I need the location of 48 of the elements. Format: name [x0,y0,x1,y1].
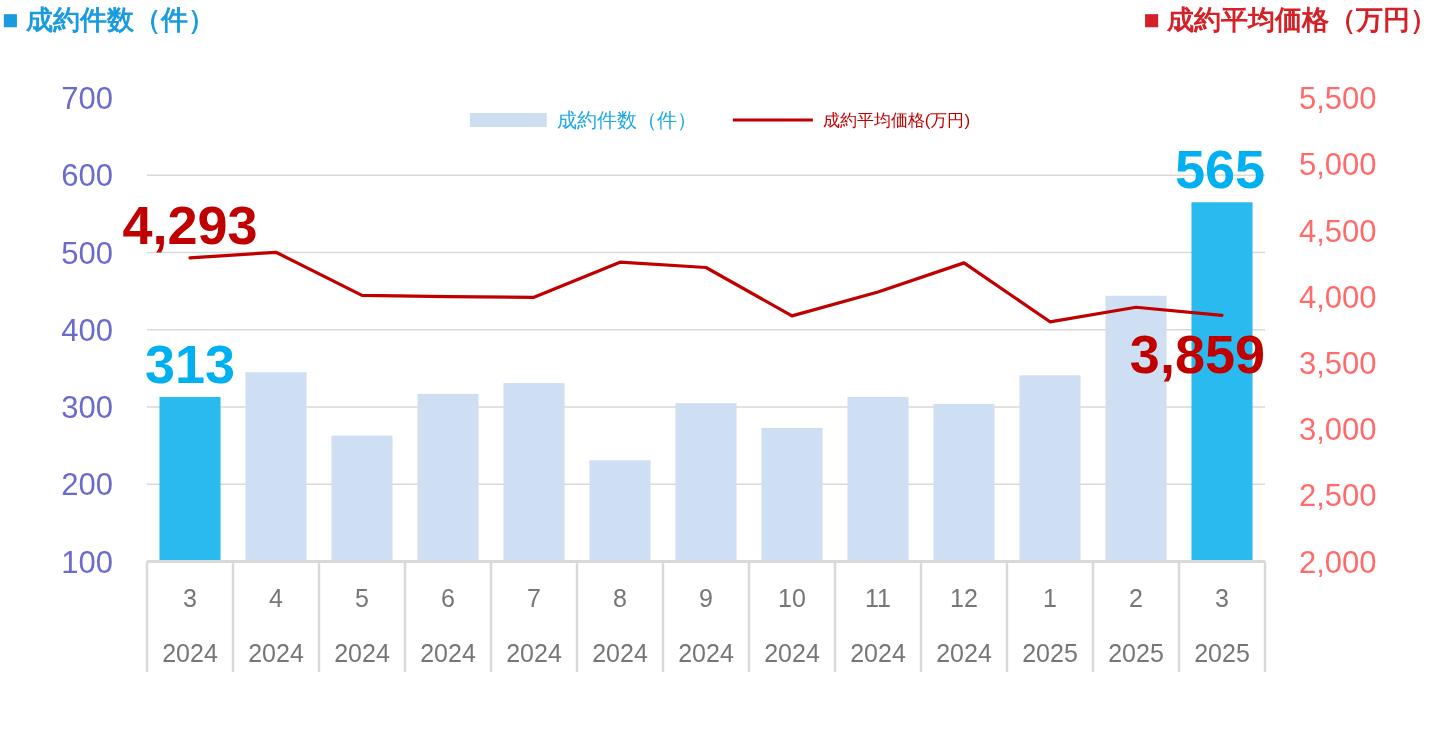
x-tick-label: 2025 [1022,638,1078,667]
y-axis-title: ■ 成約件数（件） [2,5,215,36]
y2-axis-title: ■ 成約平均価格（万円） [1143,5,1437,36]
x-tick-label: 3 [1215,583,1229,612]
y2-tick-label: 2,500 [1299,478,1377,514]
x-tick-label: 4 [269,583,283,612]
x-tick-label: 6 [441,583,455,612]
y-tick-label: 700 [61,81,113,117]
y2-tick-label: 5,500 [1299,81,1377,117]
x-tick-label: 3 [183,583,197,612]
x-tick-label: 11 [865,583,891,612]
x-tick-label: 12 [950,583,978,612]
y2-tick-label: 3,500 [1299,346,1377,381]
x-tick-label: 2024 [162,638,218,667]
y-tick-label: 300 [61,390,113,426]
x-tick-label: 8 [613,583,627,612]
x-tick-label: 2024 [764,638,820,667]
x-tick-label: 10 [778,583,806,612]
y2-tick-label: 4,000 [1299,279,1377,315]
x-tick-label: 5 [355,583,369,612]
x-tick-label: 2024 [420,638,476,667]
data-label: 4,293 [122,194,258,255]
x-tick-label: 2 [1129,583,1143,612]
x-tick-label: 2024 [506,638,562,667]
x-tick-label: 2024 [248,638,304,667]
data-label: 565 [1174,139,1265,200]
y-tick-label: 600 [61,158,113,194]
legend-label: 成約平均価格(万円) [822,110,971,130]
x-tick-label: 2024 [936,638,992,667]
y2-tick-label: 4,500 [1299,213,1377,249]
y-tick-label: 400 [61,312,113,348]
y-tick-label: 200 [61,467,113,503]
y2-tick-label: 3,000 [1299,412,1377,448]
legend-label: 成約件数（件） [556,109,697,131]
y2-tick-label: 2,000 [1299,544,1377,580]
data-label: 313 [144,333,236,394]
y-tick-label: 100 [61,544,113,580]
x-tick-label: 9 [699,583,713,612]
x-tick-label: 2024 [850,638,906,667]
x-tick-label: 2025 [1108,638,1164,667]
x-tick-label: 2024 [678,638,734,667]
x-tick-label: 7 [527,583,541,612]
x-tick-label: 1 [1043,583,1057,612]
x-tick-label: 2024 [334,638,390,667]
y-tick-label: 500 [61,235,113,271]
x-tick-label: 2024 [592,638,648,667]
x-tick-label: 2025 [1194,638,1250,667]
y2-tick-label: 5,000 [1299,147,1377,183]
